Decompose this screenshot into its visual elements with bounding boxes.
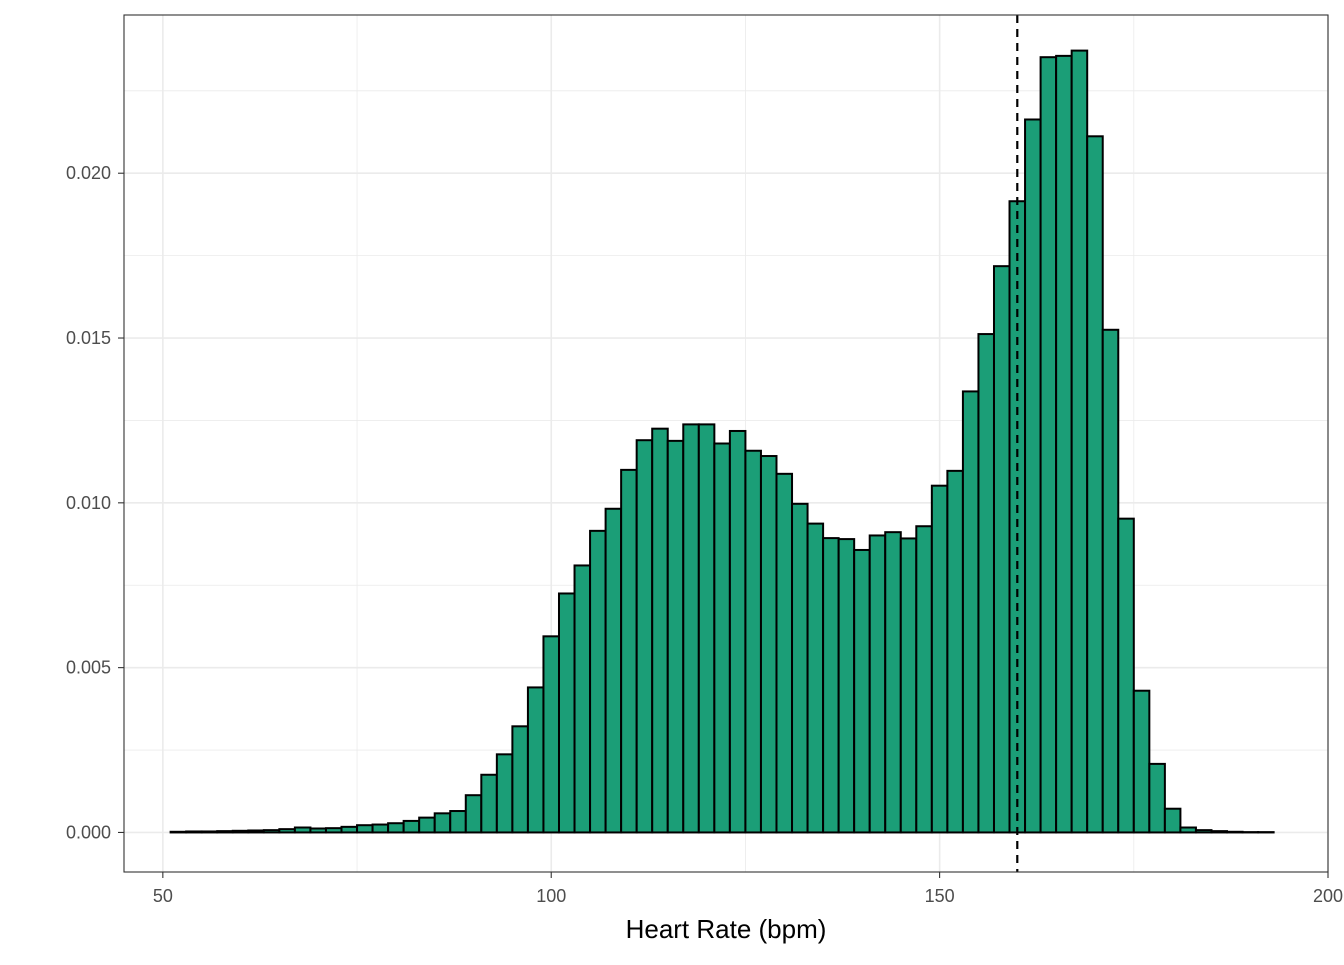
histogram-bar [714,444,730,833]
y-tick-label: 0.005 [66,658,111,678]
histogram-bar [1180,828,1196,833]
histogram-bar [947,471,963,833]
histogram-bar [435,813,451,832]
histogram-bar [404,821,420,833]
histogram-bar [823,538,839,832]
y-tick-label: 0.020 [66,163,111,183]
histogram-bar [839,539,855,832]
histogram-bar [217,831,233,832]
histogram-bar [543,636,559,832]
histogram-bar [295,828,311,833]
histogram-bar [512,726,528,832]
histogram-bar [606,509,622,833]
histogram-bar [699,424,715,832]
histogram-bar [683,424,699,832]
x-tick-label: 100 [536,886,566,906]
histogram-bar [1103,330,1119,833]
histogram-bar [978,334,994,832]
histogram-bar [745,451,761,833]
histogram-bar [1227,832,1243,833]
histogram-bar [497,754,513,832]
histogram-bar [1211,831,1227,832]
histogram-bar [1087,136,1103,832]
histogram-bar [652,429,668,833]
histogram-bar [373,825,389,833]
histogram-bar [1149,764,1165,833]
histogram-bar [668,441,684,833]
histogram-bar [621,470,637,833]
histogram-bar [341,827,357,833]
histogram-bar [730,431,746,832]
histogram-bar [575,565,591,832]
histogram-bar [776,474,792,833]
histogram-bar [590,531,606,833]
y-tick-label: 0.010 [66,493,111,513]
histogram-bar [450,811,466,832]
histogram-bar [994,266,1010,832]
histogram-bar [1196,830,1212,832]
histogram-bar [854,550,870,832]
histogram-bar [186,831,202,832]
x-tick-label: 150 [925,886,955,906]
histogram-bar [1118,519,1134,833]
histogram-bar [1056,56,1072,833]
histogram-bar [1165,809,1181,833]
histogram-bar [233,831,249,833]
histogram-bar [357,825,373,832]
histogram-bar [932,486,948,833]
histogram-bar [202,831,218,832]
histogram-bar [388,823,404,832]
histogram-bar [761,456,777,832]
y-tick-label: 0.015 [66,328,111,348]
histogram-bar [1041,57,1057,832]
histogram-bar [885,532,901,832]
histogram-bar [264,830,280,832]
histogram-bar [916,526,932,832]
histogram-bar [481,775,497,833]
histogram-bar [326,828,342,832]
histogram-bar [466,795,482,832]
histogram-bar [419,818,435,833]
histogram-bar [963,391,979,832]
x-tick-label: 200 [1313,886,1343,906]
histogram-bar [870,535,886,832]
histogram-bar [808,524,824,833]
histogram-bar [1025,119,1041,832]
x-axis-title: Heart Rate (bpm) [626,914,827,944]
histogram-bar [637,440,653,832]
histogram-bar [279,829,295,832]
y-tick-label: 0.000 [66,822,111,842]
histogram-bar [901,538,917,832]
histogram-bar [559,593,575,832]
histogram-bar [171,832,187,833]
histogram-bar [792,504,808,833]
histogram-bar [310,828,326,832]
x-tick-label: 50 [153,886,173,906]
histogram-bar [248,830,264,832]
histogram-bar [1072,51,1088,833]
histogram-bar [1134,691,1150,833]
histogram-bar [528,687,544,832]
